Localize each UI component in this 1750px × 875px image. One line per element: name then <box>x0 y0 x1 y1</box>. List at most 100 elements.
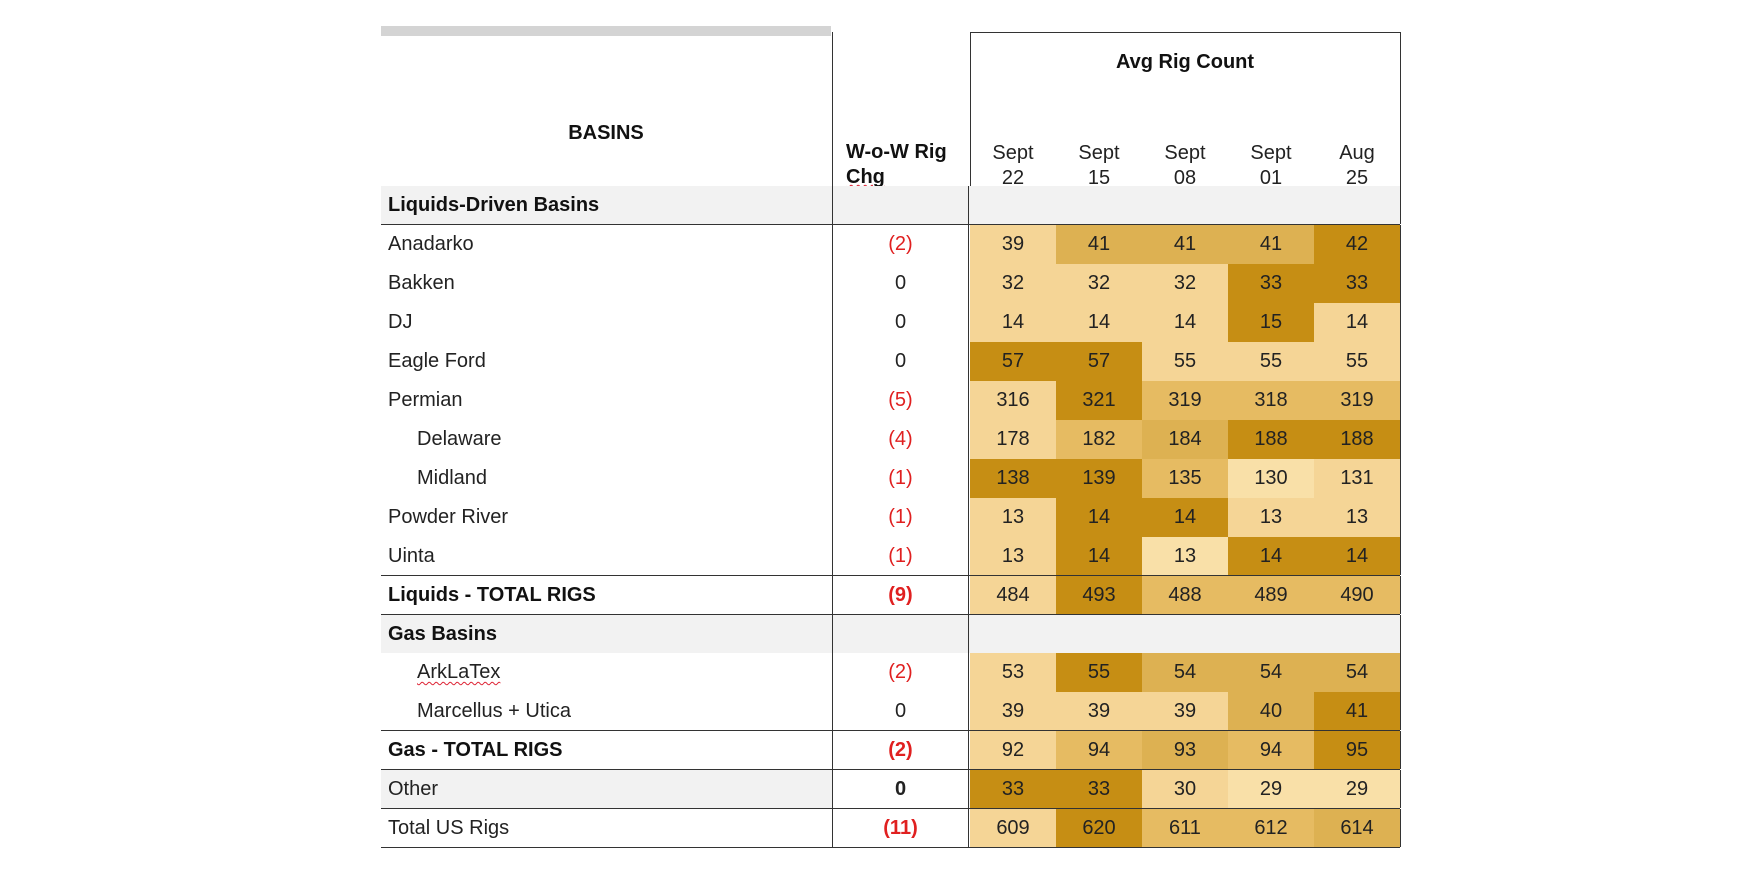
wow-change: (1) <box>832 537 969 575</box>
basin-name-text: ArkLaTex <box>417 661 501 683</box>
value-cell: 614 <box>1314 809 1400 847</box>
value-cell: 57 <box>1056 342 1142 381</box>
value-cell: 14 <box>1056 498 1142 537</box>
value-cell: 184 <box>1142 420 1228 459</box>
date-month: Sept <box>992 142 1034 164</box>
value-cell: 55 <box>1314 342 1400 381</box>
basin-name: Other <box>388 777 439 800</box>
date-header-1: Sept 15 <box>1056 141 1142 191</box>
date-day: 01 <box>1259 167 1283 189</box>
value-cell: 39 <box>1056 692 1142 730</box>
value-cells: 484 493 488 489 490 <box>970 576 1401 614</box>
wow-change: (5) <box>832 381 969 420</box>
value-cell: 30 <box>1142 770 1228 808</box>
value-cell: 94 <box>1228 731 1314 769</box>
value-cell: 318 <box>1228 381 1314 420</box>
value-cells: 178 182 184 188 188 <box>970 420 1401 459</box>
value-cell: 612 <box>1228 809 1314 847</box>
value-cells: 33 33 30 29 29 <box>970 770 1401 808</box>
basin-name: Permian <box>388 389 463 411</box>
table-row: Powder River (1) 13 14 14 13 13 <box>381 498 1401 537</box>
basin-name: ArkLaTex <box>381 653 831 692</box>
wow-change: (2) <box>832 653 969 692</box>
value-cell: 131 <box>1314 459 1400 498</box>
value-cell: 14 <box>1314 537 1400 575</box>
table-row: Eagle Ford 0 57 57 55 55 55 <box>381 342 1401 381</box>
basin-name: Marcellus + Utica <box>417 699 571 722</box>
value-cell: 13 <box>1142 537 1228 575</box>
value-cell: 39 <box>970 692 1056 730</box>
other-row: Other 0 33 33 30 29 29 <box>381 770 1401 809</box>
date-day: 25 <box>1345 167 1369 189</box>
gas-total-row: Gas - TOTAL RIGS (2) 92 94 93 94 95 <box>381 731 1401 770</box>
value-cell: 42 <box>1314 225 1400 264</box>
value-cell: 14 <box>1228 537 1314 575</box>
value-cell: 93 <box>1142 731 1228 769</box>
wow-change: 0 <box>832 342 969 381</box>
value-cell: 316 <box>970 381 1056 420</box>
value-cell: 55 <box>1228 342 1314 381</box>
basins-header: BASINS <box>568 122 644 144</box>
value-cells: 13 14 13 14 14 <box>970 537 1401 575</box>
value-cells: 39 41 41 41 42 <box>970 225 1401 264</box>
section-values-blank <box>970 615 1401 653</box>
value-cell: 41 <box>1314 692 1400 730</box>
table-row: Marcellus + Utica 0 39 39 39 40 41 <box>381 692 1401 731</box>
table-row: DJ 0 14 14 14 15 14 <box>381 303 1401 342</box>
header-basins-cell: BASINS <box>381 32 831 187</box>
value-cell: 53 <box>970 653 1056 692</box>
value-cell: 319 <box>1142 381 1228 420</box>
value-cell: 14 <box>1314 303 1400 342</box>
value-cell: 188 <box>1314 420 1400 459</box>
value-cell: 41 <box>1056 225 1142 264</box>
value-cell: 139 <box>1056 459 1142 498</box>
value-cell: 14 <box>1056 303 1142 342</box>
wow-change: 0 <box>832 264 969 303</box>
value-cell: 493 <box>1056 576 1142 614</box>
section-values-blank <box>970 186 1401 224</box>
table-row: Midland (1) 138 139 135 130 131 <box>381 459 1401 498</box>
value-cells: 13 14 14 13 13 <box>970 498 1401 537</box>
date-month: Aug <box>1339 142 1375 164</box>
table-row: Uinta (1) 13 14 13 14 14 <box>381 537 1401 576</box>
basin-name: Liquids - TOTAL RIGS <box>388 583 596 606</box>
value-cell: 484 <box>970 576 1056 614</box>
value-cell: 33 <box>1314 264 1400 303</box>
date-month: Sept <box>1250 142 1292 164</box>
section-gas-row: Gas Basins <box>381 615 1401 653</box>
basin-name: Delaware <box>417 428 502 450</box>
date-month: Sept <box>1164 142 1206 164</box>
date-day: 08 <box>1173 167 1197 189</box>
date-header-4: Aug 25 <box>1314 141 1400 191</box>
wow-header-line1: W-o-W Rig <box>846 141 947 163</box>
date-header-2: Sept 08 <box>1142 141 1228 191</box>
value-cell: 94 <box>1056 731 1142 769</box>
value-cell: 319 <box>1314 381 1400 420</box>
value-cell: 54 <box>1142 653 1228 692</box>
section-wow-blank <box>832 615 969 653</box>
wow-change: 0 <box>832 303 969 342</box>
value-cell: 33 <box>1228 264 1314 303</box>
section-liquids-row: Liquids-Driven Basins <box>381 186 1401 225</box>
wow-change: 0 <box>832 770 969 808</box>
avg-rig-count-header: Avg Rig Count <box>1115 51 1255 73</box>
section-wow-blank <box>832 186 969 224</box>
value-cells: 32 32 32 33 33 <box>970 264 1401 303</box>
basin-name: Eagle Ford <box>388 350 486 372</box>
value-cell: 95 <box>1314 731 1400 769</box>
basin-name: Anadarko <box>388 233 474 255</box>
value-cell: 138 <box>970 459 1056 498</box>
value-cell: 39 <box>1142 692 1228 730</box>
value-cell: 135 <box>1142 459 1228 498</box>
value-cell: 55 <box>1056 653 1142 692</box>
value-cell: 92 <box>970 731 1056 769</box>
value-cell: 33 <box>970 770 1056 808</box>
basin-name: Powder River <box>388 506 509 528</box>
wow-change: 0 <box>832 692 969 730</box>
value-cell: 14 <box>970 303 1056 342</box>
value-cell: 13 <box>970 537 1056 575</box>
value-cell: 55 <box>1142 342 1228 381</box>
value-cells: 53 55 54 54 54 <box>970 653 1401 692</box>
table-row: Anadarko (2) 39 41 41 41 42 <box>381 225 1401 264</box>
table-row: Delaware (4) 178 182 184 188 188 <box>381 420 1401 459</box>
